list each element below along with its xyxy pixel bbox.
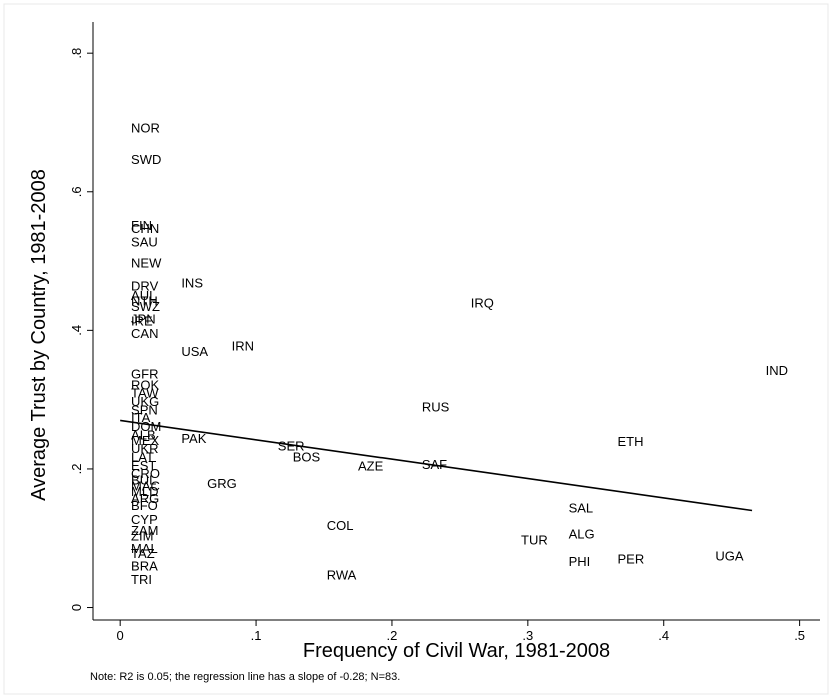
point-label: GRG xyxy=(207,476,237,491)
point-label: ROK xyxy=(131,377,160,392)
point-label: CRO xyxy=(131,466,160,481)
point-label: BOS xyxy=(293,449,321,464)
x-tick-label: .3 xyxy=(522,628,533,643)
point-label: ALB xyxy=(131,427,156,442)
point-label: TAW xyxy=(131,386,159,401)
point-label: UKR xyxy=(131,441,158,456)
point-label: SER xyxy=(278,438,305,453)
point-label: SWD xyxy=(131,152,161,167)
x-tick-label: 0 xyxy=(117,628,124,643)
point-label: ZAM xyxy=(131,523,158,538)
point-label: SPN xyxy=(131,402,158,417)
y-tick-label: 0 xyxy=(69,604,84,611)
x-tick-label: .1 xyxy=(251,628,262,643)
y-tick-label: .2 xyxy=(69,464,84,475)
y-tick-label: .6 xyxy=(69,186,84,197)
point-label: PER xyxy=(618,551,645,566)
point-label: NOR xyxy=(131,120,160,135)
point-label: INS xyxy=(181,276,203,291)
point-label: RWA xyxy=(327,567,357,582)
point-label: SAL xyxy=(569,501,594,516)
axes: 0 .1 .2 .3 .4 .5 0 .2 .4 .6 .8 xyxy=(69,22,820,643)
point-label: TUR xyxy=(521,533,548,548)
point-label: CHN xyxy=(131,221,159,236)
point-label: TRI xyxy=(131,572,152,587)
point-label: EST xyxy=(131,458,156,473)
regression-line xyxy=(120,419,753,512)
y-tick-label: .8 xyxy=(69,48,84,59)
point-label: RUS xyxy=(422,400,450,415)
point-label: BFO xyxy=(131,498,158,513)
point-label: PAK xyxy=(181,431,206,446)
point-label: AUL xyxy=(131,288,156,303)
point-label: BRA xyxy=(131,558,158,573)
point-label: BUL xyxy=(131,472,156,487)
x-axis-title: Frequency of Civil War, 1981-2008 xyxy=(303,640,610,662)
point-label: FIN xyxy=(131,218,152,233)
point-label: DRV xyxy=(131,278,159,293)
point-label: NTH xyxy=(131,294,158,309)
point-label: CAN xyxy=(131,326,158,341)
point-label: COL xyxy=(327,518,354,533)
point-label: PHI xyxy=(569,554,591,569)
point-label: SWZ xyxy=(131,299,160,314)
chart-background xyxy=(3,3,829,695)
point-label: JPN xyxy=(131,312,156,327)
point-label: MEX xyxy=(131,433,160,448)
point-label: IRQ xyxy=(471,296,494,311)
x-tick-label: .5 xyxy=(794,628,805,643)
point-label: UKG xyxy=(131,394,159,409)
point-label: IND xyxy=(766,363,788,378)
point-label: USA xyxy=(181,344,208,359)
point-label: UGA xyxy=(715,549,744,564)
point-label: MAL xyxy=(131,541,158,556)
y-axis-title: Average Trust by Country, 1981-2008 xyxy=(28,169,50,501)
point-label: ARG xyxy=(131,491,159,506)
point-label: NEW xyxy=(131,255,162,270)
regression-line-group xyxy=(120,419,753,512)
point-label: MAC xyxy=(131,479,160,494)
point-label: ZIM xyxy=(131,528,153,543)
point-label: TAZ xyxy=(131,546,155,561)
x-tick-label: .4 xyxy=(658,628,669,643)
point-label: LAT xyxy=(131,449,154,464)
point-label: SAU xyxy=(131,235,158,250)
chart-note: Note: R2 is 0.05; the regression line ha… xyxy=(90,671,400,683)
point-label: CYP xyxy=(131,512,158,527)
y-tick-label: .4 xyxy=(69,325,84,336)
point-label: GFR xyxy=(131,366,158,381)
point-label: AZE xyxy=(358,458,384,473)
point-label: IRN xyxy=(232,339,254,354)
point-label: IRE xyxy=(131,314,153,329)
point-label: ALG xyxy=(569,526,595,541)
point-label: ETH xyxy=(618,434,644,449)
x-tick-label: .2 xyxy=(387,628,398,643)
point-label: ITA xyxy=(131,410,151,425)
point-label: MLD xyxy=(131,484,158,499)
